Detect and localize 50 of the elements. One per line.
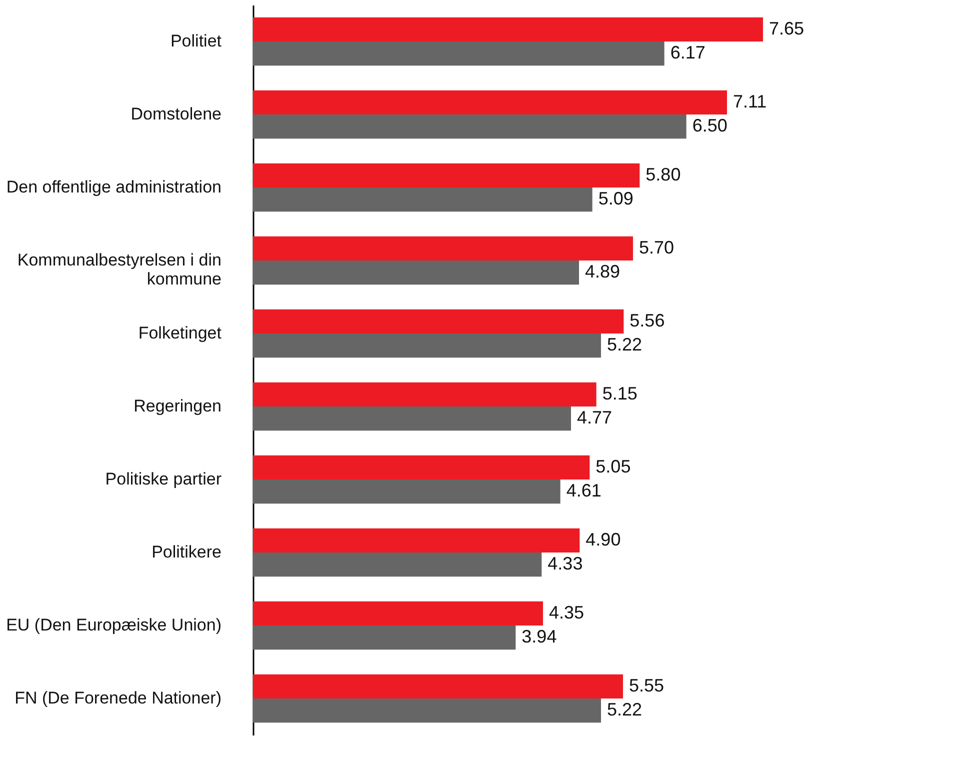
bar (253, 260, 579, 285)
bar (253, 236, 633, 260)
data-label: 5.55 (629, 675, 664, 696)
data-label: 5.70 (639, 237, 674, 258)
bar (253, 114, 686, 139)
bar (253, 42, 664, 66)
bar (253, 455, 590, 480)
data-label: 4.33 (548, 554, 583, 574)
data-label: 5.05 (596, 456, 631, 476)
bar (253, 406, 571, 431)
y-tick-label: Den offentlige administration (6, 178, 222, 196)
bar (253, 90, 727, 114)
y-tick-label: Politiske partier (105, 470, 222, 488)
bar (253, 552, 542, 577)
data-label: 4.61 (566, 480, 602, 501)
bar (253, 601, 543, 626)
data-label: 7.11 (733, 91, 767, 112)
data-label: 5.09 (598, 188, 634, 209)
data-label: 4.90 (586, 529, 621, 550)
data-label: 4.89 (585, 262, 620, 282)
bar (253, 528, 580, 552)
data-label: 3.94 (522, 626, 557, 647)
bar (253, 698, 601, 723)
data-label: 5.80 (646, 164, 681, 184)
y-tick-label: Kommunalbestyrelsen i din kommune (17, 250, 222, 288)
bar (253, 674, 623, 698)
data-label: 7.65 (769, 18, 804, 38)
data-label: 4.77 (577, 408, 612, 428)
data-label: 4.35 (549, 602, 584, 622)
bar (253, 382, 596, 406)
y-tick-label: Regeringen (134, 396, 222, 416)
y-tick-label: FN (De Forenede Nationer) (14, 688, 222, 708)
data-label: 5.22 (607, 334, 642, 355)
y-tick-label: Domstolene (130, 104, 222, 124)
y-tick-label: EU (Den Europæiske Union) (6, 616, 222, 634)
y-tick-label: Politikere (152, 542, 222, 562)
bar (253, 309, 624, 334)
y-tick-label: Politiet (170, 32, 222, 50)
data-label: 6.50 (692, 116, 728, 136)
bar (253, 334, 601, 358)
data-label: 5.15 (602, 383, 638, 404)
data-label: 5.22 (607, 700, 642, 720)
data-label: 5.56 (630, 310, 665, 330)
data-label: 6.17 (670, 42, 706, 63)
bar (253, 17, 763, 42)
bar (253, 480, 560, 504)
bar (253, 188, 592, 212)
y-tick-label: Folketinget (138, 324, 222, 342)
bar (253, 163, 640, 188)
bar (253, 626, 516, 650)
